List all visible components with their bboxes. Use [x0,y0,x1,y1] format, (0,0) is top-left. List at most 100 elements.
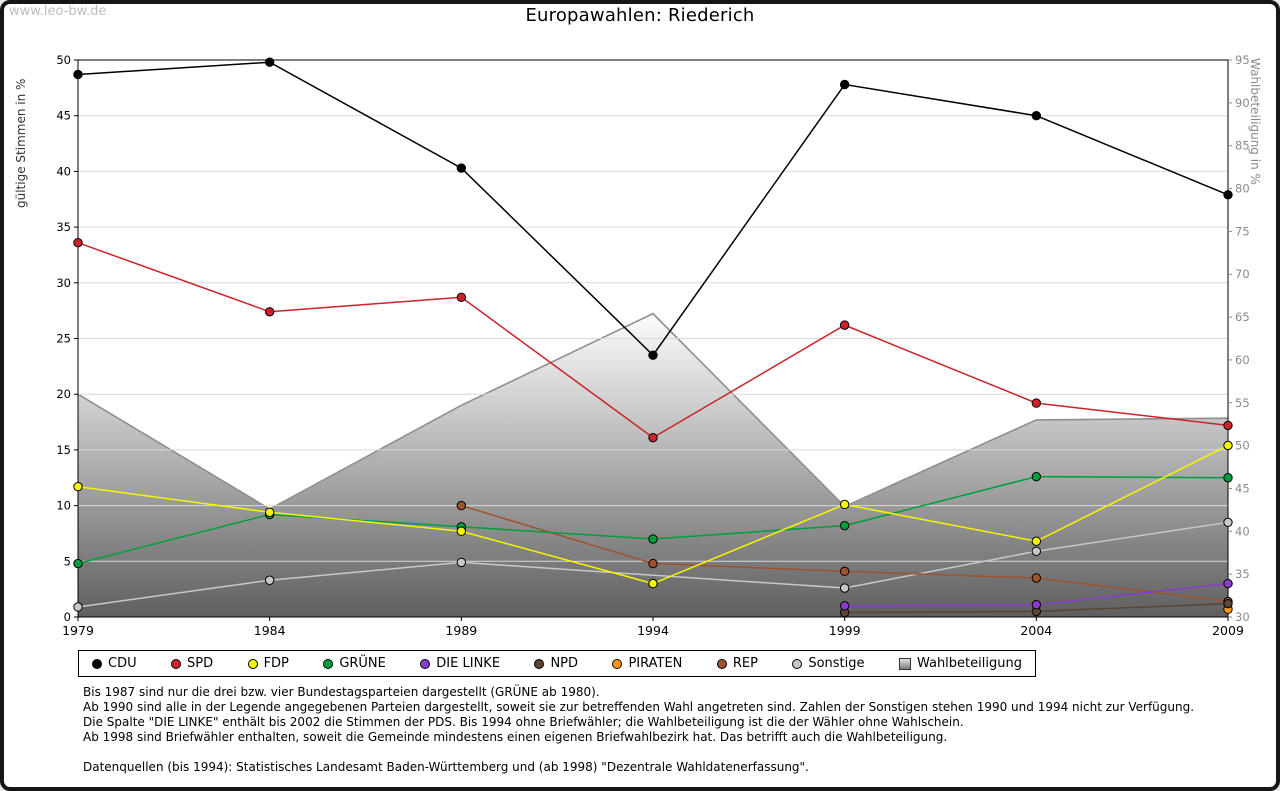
legend-marker-cdu [92,658,102,669]
right-tick-label: 85 [1235,139,1250,153]
right-tick-label: 70 [1235,267,1250,281]
marker-spd [648,432,658,443]
marker-cdu [456,163,467,173]
marker-sonstige [73,602,83,612]
legend-item-die-linke: DIE LINKE [420,656,500,671]
right-tick-label: 80 [1235,182,1250,196]
legend-item-npd: NPD [534,656,578,671]
legend-label: PIRATEN [628,656,683,671]
legend-marker-gr-ne [323,658,334,669]
right-tick-label: 60 [1235,353,1250,367]
x-tick-label: 1984 [254,623,286,638]
x-tick-label: 1979 [62,623,94,638]
left-tick-label: 5 [64,554,71,568]
right-tick-label: 50 [1235,439,1250,453]
marker-cdu [1031,111,1042,121]
legend-marker-spd [171,658,182,669]
footnote-line: Bis 1987 sind nur die drei bzw. vier Bun… [83,685,600,699]
legend-marker-rep [716,658,727,669]
wahlbeteiligung-area [78,313,1228,617]
right-tick-label: 40 [1235,524,1250,538]
marker-gr-ne [839,520,850,531]
footnote-line: Ab 1998 sind Briefwähler enthalten, sowe… [83,730,948,744]
marker-gr-ne [648,534,658,544]
footnote-line [83,745,1194,760]
marker-fdp [1031,536,1042,546]
marker-sonstige [456,557,467,568]
legend-label: Sonstige [808,656,865,671]
legend-item-sonstige: Sonstige [792,656,865,671]
right-tick-label: 45 [1235,481,1250,495]
chart-title: Europawahlen: Riederich [525,5,755,26]
series-line-sonstige [77,521,1229,608]
legend-item-rep: REP [716,656,758,671]
marker-sonstige [1031,546,1042,556]
marker-rep [1031,573,1042,583]
marker-sonstige [1223,517,1233,528]
marker-spd [1031,398,1042,408]
x-tick-label: 1994 [637,623,669,638]
marker-rep [456,500,467,511]
marker-cdu [1223,190,1233,200]
legend-label: NPD [550,656,579,671]
x-tick-label: 1999 [829,623,861,638]
marker-npd [1223,598,1233,609]
marker-die-linke [1031,600,1042,610]
footnote-line: Die Spalte "DIE LINKE" enthält bis 2002 … [83,715,964,729]
x-tick-label: 1989 [445,623,477,638]
x-tick-label: 2004 [1020,623,1052,638]
legend-item-wahlbeteiligung: Wahlbeteiligung [898,656,1022,671]
marker-fdp [456,526,467,536]
marker-cdu [73,69,83,80]
legend-label: REP [732,656,758,671]
marker-fdp [648,578,658,589]
left-tick-label: 0 [64,610,71,624]
marker-fdp [73,481,83,492]
legend-marker-npd [534,658,545,669]
marker-gr-ne [73,558,83,569]
legend-marker-piraten [612,658,623,669]
marker-die-linke [839,601,850,611]
marker-rep [648,558,658,569]
chart-legend: CDU SPD FDP GRÜNE DIE LINKE NPD PIRATEN REP Sons… [78,650,1036,677]
right-axis-label: Wahlbeteiligung in % [1248,58,1262,185]
left-tick-label: 30 [56,276,71,290]
right-tick-label: 35 [1235,567,1250,581]
left-axis-label: gültige Stimmen in % [14,78,28,208]
legend-label: FDP [263,656,289,671]
left-tick-label: 15 [56,443,71,457]
legend-marker-die-linke [420,658,431,669]
legend-item-gr-ne: GRÜNE [323,656,386,671]
series-line-cdu [77,61,1229,357]
right-tick-label: 90 [1235,96,1250,110]
marker-fdp [264,507,275,517]
marker-cdu [839,79,850,90]
legend-label: CDU [108,656,137,671]
left-tick-label: 50 [56,53,71,67]
left-tick-label: 40 [56,164,71,178]
x-tick-label: 2009 [1212,623,1244,638]
marker-fdp [839,499,850,510]
marker-spd [1223,420,1233,431]
legend-label: SPD [187,656,214,671]
right-tick-label: 65 [1235,310,1250,324]
legend-marker-fdp [247,658,258,669]
marker-cdu [264,57,275,67]
right-tick-label: 95 [1235,53,1250,67]
marker-spd [73,237,83,248]
marker-spd [839,320,850,330]
legend-item-cdu: CDU [92,656,137,671]
legend-label: DIE LINKE [436,656,501,671]
legend-label: Wahlbeteiligung [916,656,1022,671]
marker-fdp [1223,440,1233,451]
legend-item-fdp: FDP [247,656,289,671]
right-tick-label: 75 [1235,224,1250,238]
marker-spd [264,307,275,317]
left-tick-label: 20 [56,387,71,401]
watermark: www.leo-bw.de [9,4,107,19]
legend-item-spd: SPD [171,656,213,671]
footnotes: Bis 1987 sind nur die drei bzw. vier Bun… [83,685,1194,775]
right-tick-label: 55 [1235,396,1250,410]
